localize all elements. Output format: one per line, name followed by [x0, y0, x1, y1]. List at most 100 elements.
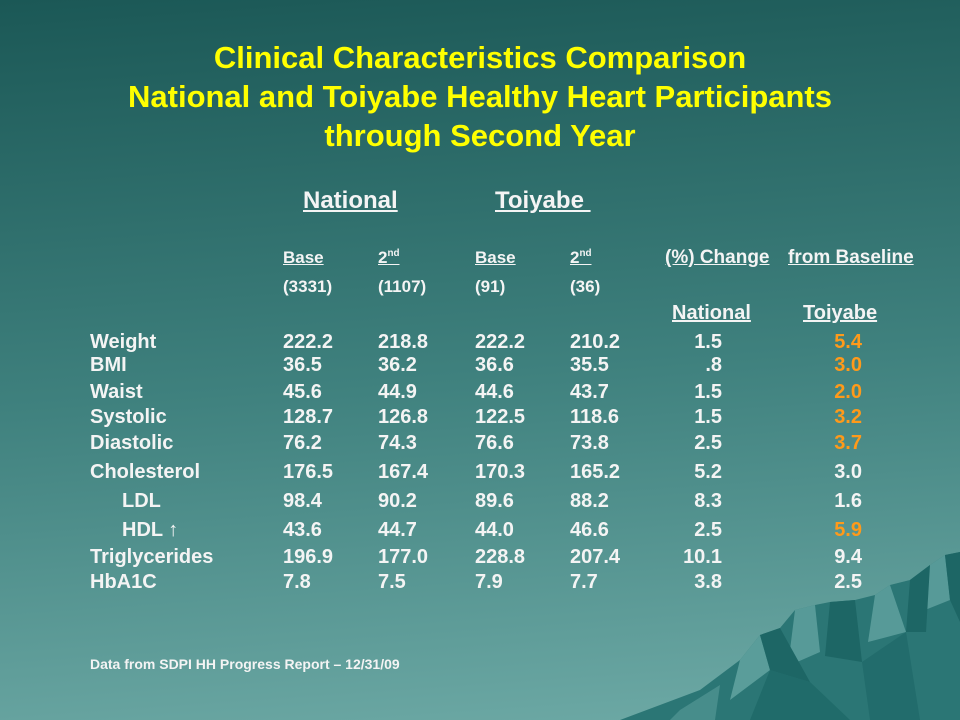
national-base-value: 128.7 — [283, 406, 334, 428]
national-2nd-value: 126.8 — [378, 406, 429, 428]
national-base-value: 196.9 — [283, 546, 334, 568]
national-base-value: 36.5 — [283, 354, 322, 376]
national-base-header: Base — [283, 248, 324, 267]
table-row-ldl: LDL 98.4 90.2 89.6 88.2 8.3 1.6 — [0, 490, 960, 512]
national-base-value: 176.5 — [283, 461, 334, 483]
national-change-value: 1.5 — [694, 381, 722, 403]
title-line-2: National and Toiyabe Healthy Heart Parti… — [128, 79, 832, 114]
row-label: Cholesterol — [90, 461, 201, 483]
national-change-value: 8.3 — [694, 490, 722, 512]
national-base-value: 43.6 — [283, 519, 322, 541]
toiyabe-change-value: 3.0 — [834, 461, 862, 483]
toiyabe-2nd-value: 73.8 — [570, 432, 609, 454]
change-header-part-1: (%) Change — [665, 247, 770, 268]
mountain-facet-light — [670, 685, 720, 720]
mountain-facet-light — [868, 585, 906, 642]
mountain-facet-dark — [750, 670, 850, 720]
national-change-value: 2.5 — [694, 432, 722, 454]
toiyabe-base-value: 76.6 — [475, 432, 514, 454]
row-label: HDL ↑ — [122, 519, 179, 541]
national-base-count: (3331) — [283, 277, 333, 296]
national-change-value: 5.2 — [694, 461, 722, 483]
toiyabe-change-value: 1.6 — [834, 490, 862, 512]
toiyabe-2nd-value: 88.2 — [570, 490, 609, 512]
toiyabe-base-count: (91) — [475, 277, 506, 296]
change-toiyabe-header: Toiyabe — [803, 302, 878, 324]
toiyabe-change-value: 2.5 — [834, 571, 862, 593]
toiyabe-2nd-value: 210.2 — [570, 331, 621, 353]
ordinal-suffix: nd — [387, 248, 400, 259]
toiyabe-change-value: 3.7 — [834, 432, 862, 454]
table-row-waist: Waist 45.6 44.9 44.6 43.7 1.5 2.0 — [0, 381, 960, 403]
national-2nd-value: 90.2 — [378, 490, 417, 512]
national-2nd-value: 44.9 — [378, 381, 417, 403]
toiyabe-change-value: 2.0 — [834, 381, 862, 403]
row-label: BMI — [90, 354, 127, 376]
toiyabe-base-value: 89.6 — [475, 490, 514, 512]
table-row-bmi: BMI 36.5 36.2 36.6 35.5 .8 3.0 — [0, 354, 960, 376]
toiyabe-2nd-value: 43.7 — [570, 381, 609, 403]
toiyabe-2nd-value: 46.6 — [570, 519, 609, 541]
national-2nd-value: 7.5 — [378, 571, 406, 593]
national-change-value: 1.5 — [694, 331, 722, 353]
toiyabe-base-value: 122.5 — [475, 406, 526, 428]
national-2nd-value: 177.0 — [378, 546, 429, 568]
row-label: Diastolic — [90, 432, 174, 454]
table-row-weight: Weight 222.2 218.8 222.2 210.2 1.5 5.4 — [0, 331, 960, 353]
toiyabe-2nd-value: 35.5 — [570, 354, 609, 376]
national-base-value: 222.2 — [283, 331, 334, 353]
toiyabe-change-value: 3.2 — [834, 406, 862, 428]
title-line-3: through Second Year — [324, 118, 636, 153]
group-header-toiyabe: Toiyabe — [495, 187, 591, 214]
national-2nd-value: 218.8 — [378, 331, 429, 353]
source-footnote: Data from SDPI HH Progress Report – 12/3… — [90, 656, 400, 672]
toiyabe-base-value: 228.8 — [475, 546, 526, 568]
national-change-value: .8 — [705, 354, 722, 376]
national-change-value: 2.5 — [694, 519, 722, 541]
toiyabe-base-value: 222.2 — [475, 331, 526, 353]
national-2nd-value: 44.7 — [378, 519, 417, 541]
table-row-hba1c: HbA1C 7.8 7.5 7.9 7.7 3.8 2.5 — [0, 571, 960, 593]
national-2nd-value: 74.3 — [378, 432, 417, 454]
row-label: Waist — [90, 381, 143, 403]
mountain-facet-dark — [760, 628, 810, 682]
mountain-facet-light — [730, 635, 770, 700]
mountain-facet-dark — [862, 632, 920, 720]
toiyabe-change-value: 3.0 — [834, 354, 862, 376]
ordinal-suffix: nd — [579, 248, 592, 259]
table-row-triglycerides: Triglycerides 196.9 177.0 228.8 207.4 10.1 9.4 — [0, 546, 960, 568]
mountain-facet-light — [788, 605, 820, 666]
toiyabe-base-value: 36.6 — [475, 354, 514, 376]
toiyabe-base-value: 170.3 — [475, 461, 526, 483]
toiyabe-2nd-value: 7.7 — [570, 571, 598, 593]
national-base-value: 7.8 — [283, 571, 311, 593]
ordinal-number: 2 — [378, 248, 388, 267]
toiyabe-second-year-header: 2nd — [570, 248, 592, 268]
toiyabe-change-value: 5.4 — [834, 331, 862, 353]
national-change-value: 10.1 — [683, 546, 722, 568]
national-second-year-count: (1107) — [378, 277, 427, 296]
toiyabe-change-value: 5.9 — [834, 519, 862, 541]
toiyabe-2nd-value: 118.6 — [570, 406, 619, 428]
national-change-value: 3.8 — [694, 571, 722, 593]
mountain-facet-dark — [906, 565, 930, 632]
row-label: LDL — [122, 490, 161, 512]
table-row-diastolic: Diastolic 76.2 74.3 76.6 73.8 2.5 3.7 — [0, 432, 960, 454]
row-label: Weight — [90, 331, 157, 353]
national-change-value: 1.5 — [694, 406, 722, 428]
toiyabe-second-year-count: (36) — [570, 277, 601, 296]
toiyabe-base-header: Base — [475, 248, 516, 267]
national-base-value: 76.2 — [283, 432, 322, 454]
national-2nd-value: 36.2 — [378, 354, 417, 376]
row-label: Systolic — [90, 406, 167, 428]
change-national-header: National — [672, 302, 751, 324]
toiyabe-change-value: 9.4 — [834, 546, 862, 568]
group-header-national: National — [303, 187, 398, 214]
mountain-facet-dark — [945, 552, 960, 622]
change-header-part-2: from Baseline — [788, 247, 914, 268]
table-row-systolic: Systolic 128.7 126.8 122.5 118.6 1.5 3.2 — [0, 406, 960, 428]
mountain-facet-dark — [825, 600, 862, 662]
toiyabe-2nd-value: 207.4 — [570, 546, 621, 568]
title-line-1: Clinical Characteristics Comparison — [213, 40, 747, 75]
